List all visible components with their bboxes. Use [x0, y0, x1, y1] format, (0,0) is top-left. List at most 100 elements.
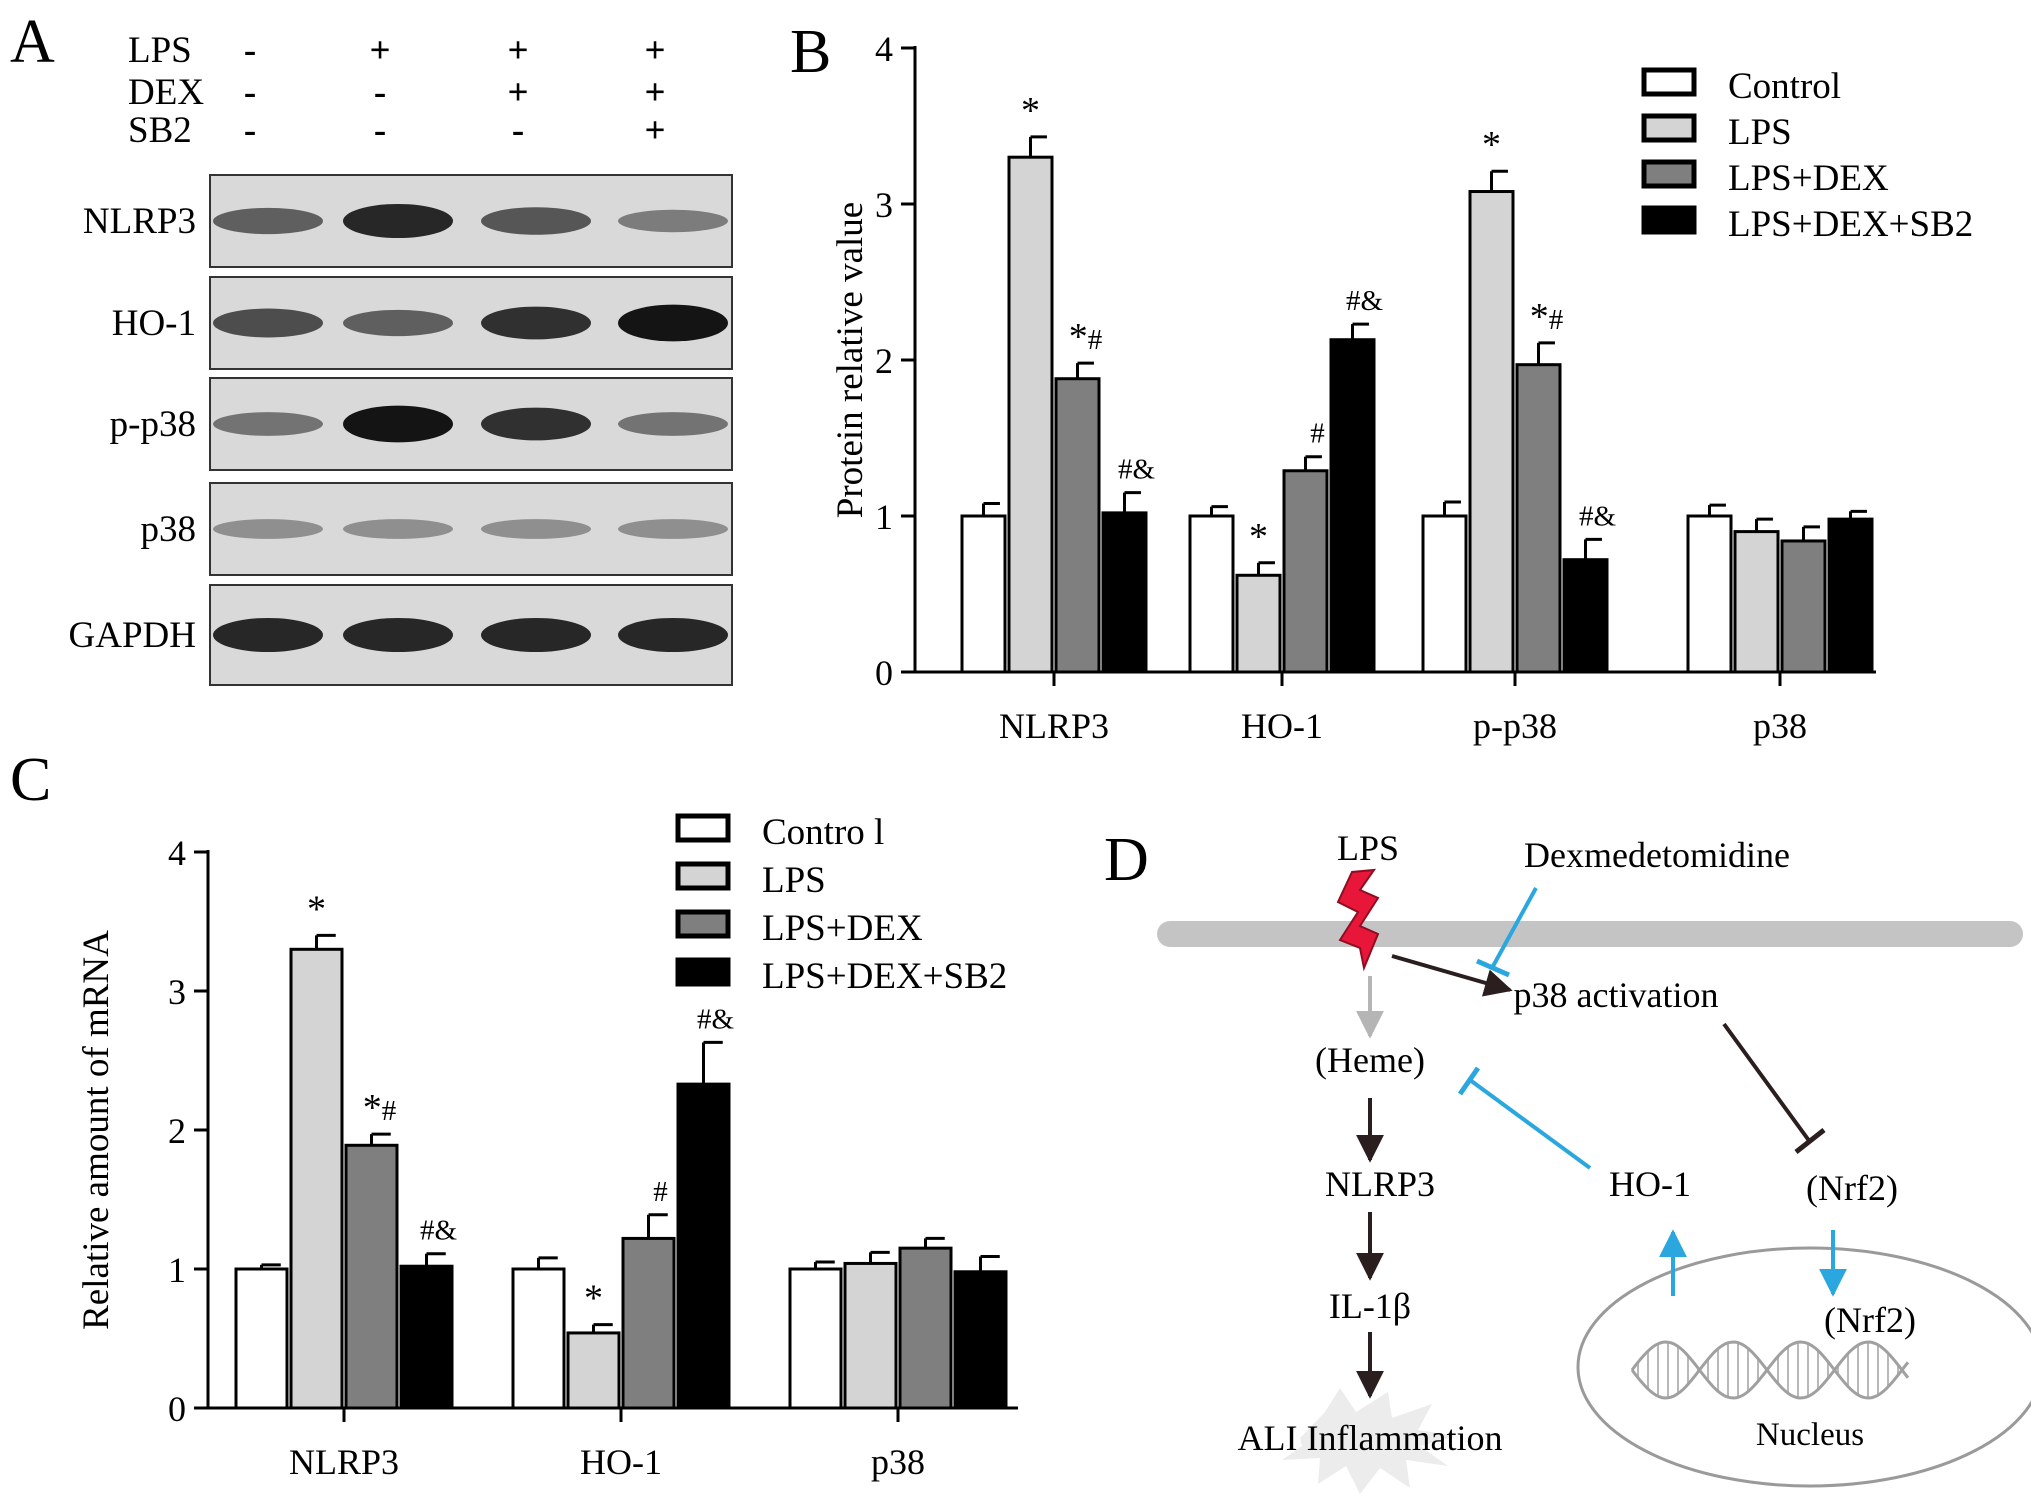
legend-swatch [1641, 159, 1697, 189]
legend-label: LPS+DEX [1728, 158, 1889, 199]
blot-band [343, 617, 453, 653]
diagram-nrf2-nucleus-label: (Nrf2) [1824, 1300, 1916, 1340]
bar [1780, 539, 1827, 674]
diagram-ho1-label: HO-1 [1609, 1164, 1691, 1204]
bar [1282, 469, 1329, 674]
blot-sign: + [644, 72, 665, 113]
significance-label: # [1310, 418, 1325, 450]
bar [1468, 190, 1515, 674]
bar [1827, 517, 1874, 674]
diagram-nucleus-label: Nucleus [1756, 1417, 1864, 1453]
blot-band [481, 617, 591, 653]
blot-band [213, 412, 323, 436]
legend-swatch [675, 813, 731, 843]
blot-band [481, 306, 591, 340]
significance-label: * [1482, 124, 1501, 166]
blot-row-label: HO-1 [112, 303, 196, 344]
diagram-p38-activation-label: p38 activation [1514, 975, 1719, 1015]
y-tick-label: 3 [168, 972, 186, 1012]
y-tick-label: 3 [875, 185, 893, 225]
bar [843, 1261, 898, 1410]
legend-label: LPS [762, 860, 826, 901]
diagram-nlrp3-label: NLRP3 [1325, 1164, 1435, 1204]
blot-sign: + [644, 110, 665, 151]
blot-band [343, 309, 453, 337]
significance-label: * [1021, 90, 1040, 132]
legend-label: Contro l [762, 812, 884, 853]
inhibit-dex-to-p38 [1490, 887, 1538, 969]
blot-sign: - [374, 110, 386, 151]
panel-letter-b: B [790, 18, 831, 86]
blot-band [618, 304, 728, 342]
bar [1054, 377, 1101, 674]
legend-swatch [1641, 205, 1697, 235]
inflammation-burst-icon [1282, 1388, 1456, 1494]
nucleus-ellipse [1576, 1246, 2031, 1488]
western-blot-panel: LPS - + + +DEX - - + +SB2- - - +NLRP3HO-1p-p38p38GA… [69, 30, 733, 686]
significance-label: * [1249, 516, 1268, 558]
blot-band [618, 412, 728, 436]
bar [399, 1264, 454, 1410]
bar [1101, 511, 1148, 674]
significance-label: #& [1579, 500, 1617, 532]
significance-label: #& [420, 1215, 458, 1247]
significance-label: #& [1118, 454, 1156, 486]
diagram-dexmedetomidine-label: Dexmedetomidine [1524, 835, 1790, 875]
bar [898, 1246, 953, 1410]
y-tick-label: 4 [875, 29, 893, 69]
y-tick-label: 1 [875, 497, 893, 537]
blot-condition-label: DEX [128, 72, 204, 113]
blot-row-label: NLRP3 [83, 201, 196, 242]
blot-band [481, 407, 591, 441]
legend-swatch [1641, 67, 1697, 97]
bar [1733, 530, 1780, 674]
blot-band [618, 519, 728, 539]
diagram-lps-label: LPS [1337, 828, 1399, 868]
legend-swatch [675, 957, 731, 987]
bar [1515, 363, 1562, 674]
bar [344, 1143, 399, 1410]
x-tick-label: p38 [871, 1442, 925, 1482]
blot-sign: + [644, 30, 665, 71]
blot-row-label: GAPDH [69, 615, 196, 656]
bar [1235, 573, 1282, 674]
legend-label: LPS [1728, 112, 1792, 153]
bar [960, 514, 1007, 674]
bar [566, 1331, 621, 1410]
y-tick-label: 0 [168, 1389, 186, 1429]
blot-sign: - [374, 72, 386, 113]
lps-lightning-icon [1336, 868, 1380, 972]
inhibit-p38-to-nrf2-bar [1794, 1128, 1826, 1154]
blot-condition-label: SB2 [128, 110, 192, 151]
diagram-il1b-label: IL-1β [1329, 1286, 1411, 1326]
bar [788, 1267, 843, 1410]
blot-band [481, 519, 591, 539]
panel-letter-c: C [10, 746, 51, 814]
blot-band [213, 207, 323, 235]
x-tick-label: p-p38 [1473, 706, 1557, 746]
y-tick-label: 2 [168, 1111, 186, 1151]
significance-label: *# [1530, 296, 1564, 338]
legend-swatch [675, 861, 731, 891]
blot-row-label: p-p38 [110, 404, 196, 445]
significance-label: *# [363, 1087, 397, 1129]
bar [1421, 514, 1468, 674]
x-tick-label: HO-1 [580, 1442, 662, 1482]
bar [1007, 155, 1054, 674]
panel-letter-a: A [10, 8, 55, 76]
y-tick-label: 1 [168, 1250, 186, 1290]
diagram-nrf2-cytoplasm-label: (Nrf2) [1806, 1168, 1898, 1208]
significance-label: * [307, 888, 326, 930]
bar [1329, 338, 1376, 674]
bar [234, 1267, 289, 1410]
blot-band [481, 207, 591, 235]
diagram-heme-label: (Heme) [1315, 1040, 1425, 1080]
bar [289, 947, 344, 1410]
inhibit-ho1-to-heme [1468, 1078, 1592, 1170]
blot-sign: - [244, 72, 256, 113]
blot-sign: - [244, 30, 256, 71]
legend-label: LPS+DEX+SB2 [762, 956, 1007, 997]
significance-label: * [584, 1278, 603, 1320]
